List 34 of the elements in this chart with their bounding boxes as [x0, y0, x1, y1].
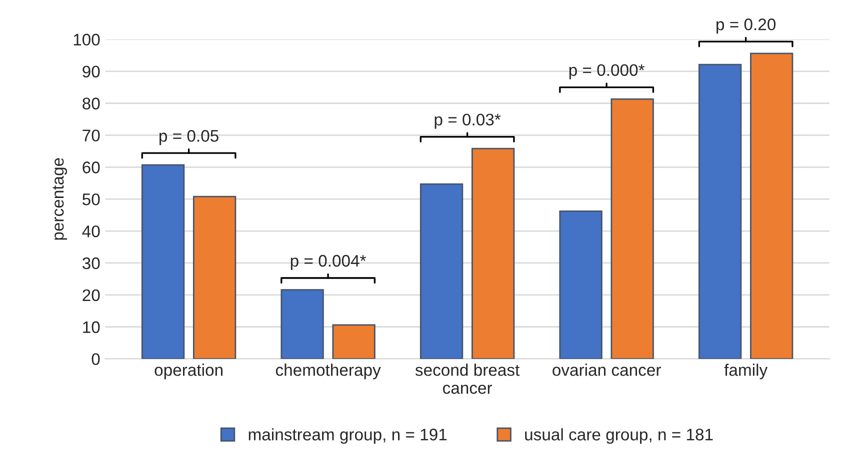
y-tick-label: 100: [74, 34, 100, 46]
y-tick-label: 40: [82, 225, 100, 238]
y-tick-label: 0: [92, 353, 100, 366]
y-tick-label: 20: [82, 289, 100, 302]
bar: [750, 52, 794, 359]
x-tick-label: ovarian cancer: [552, 364, 661, 376]
y-axis-title: percentage: [52, 158, 68, 240]
x-tick-label: second breast cancer: [415, 364, 520, 394]
y-tick-label: 60: [82, 162, 100, 174]
bar: [559, 210, 602, 359]
legend-label: mainstream group, n = 191: [248, 428, 447, 444]
bar: [332, 324, 376, 359]
x-tick-label: chemotherapy: [276, 364, 381, 380]
bar: [610, 98, 654, 359]
annotation: p = 0.000*: [569, 64, 645, 80]
y-tick-label: 30: [82, 257, 100, 270]
bar: [698, 64, 742, 359]
bar: [141, 164, 185, 359]
bar: [420, 183, 464, 359]
annotation: p = 0.05: [160, 130, 218, 146]
legend-label: usual care group, n = 181: [525, 428, 713, 444]
y-tick-label: 90: [82, 66, 100, 78]
annotation: p = 0.03*: [434, 114, 501, 129]
x-tick-label: operation: [154, 364, 222, 380]
annotation: p = 0.004*: [290, 254, 366, 270]
bar: [471, 148, 515, 359]
bar: [192, 196, 236, 359]
text: p = 0.20: [716, 18, 776, 34]
y-tick-label: 70: [82, 130, 100, 142]
y-tick-label: 50: [82, 193, 100, 206]
bar: [280, 289, 324, 359]
x-tick-label: family: [724, 364, 768, 380]
y-tick-label: 10: [83, 321, 100, 334]
y-tick-label: 80: [82, 98, 100, 110]
